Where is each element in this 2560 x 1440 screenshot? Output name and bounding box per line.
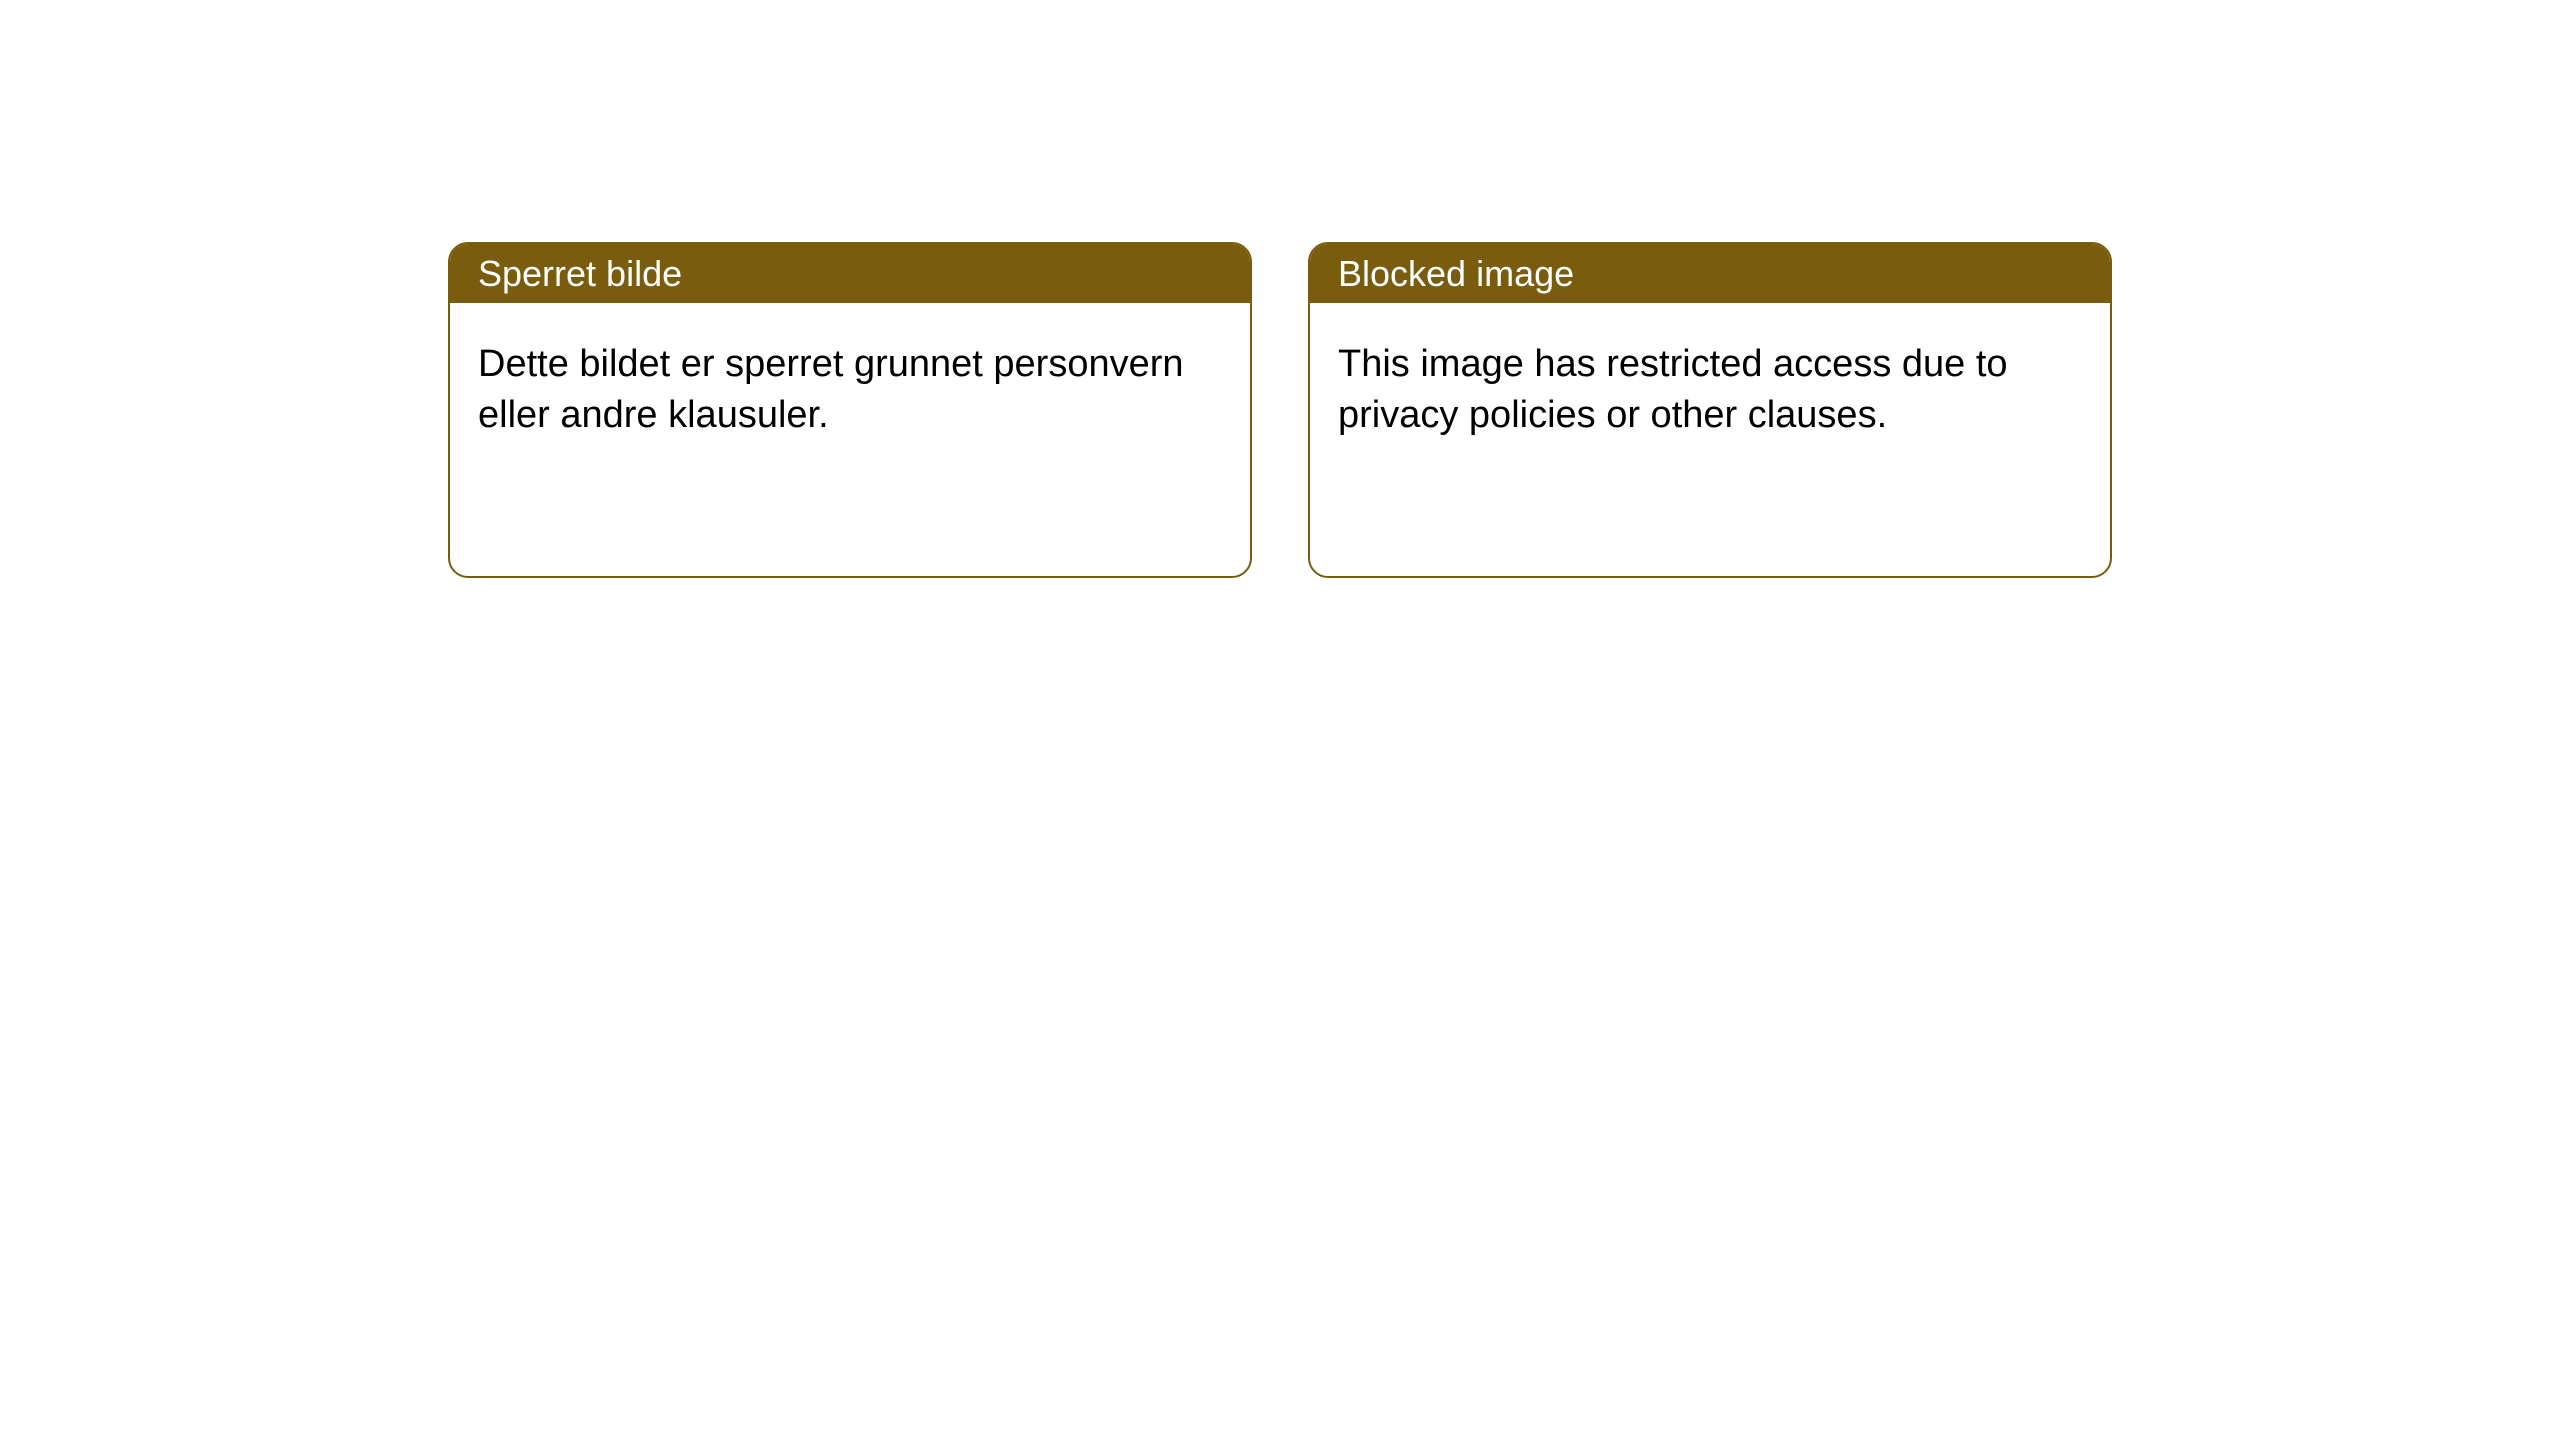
notice-body: Dette bildet er sperret grunnet personve… <box>450 303 1250 478</box>
notice-header: Sperret bilde <box>450 244 1250 303</box>
notice-header: Blocked image <box>1310 244 2110 303</box>
notice-title: Sperret bilde <box>478 253 682 295</box>
notice-text: Dette bildet er sperret grunnet personve… <box>478 343 1184 436</box>
notice-container: Sperret bilde Dette bildet er sperret gr… <box>0 0 2560 578</box>
notice-text: This image has restricted access due to … <box>1338 343 2008 436</box>
notice-title: Blocked image <box>1338 253 1574 295</box>
notice-card-norwegian: Sperret bilde Dette bildet er sperret gr… <box>448 242 1252 578</box>
notice-body: This image has restricted access due to … <box>1310 303 2110 478</box>
notice-card-english: Blocked image This image has restricted … <box>1308 242 2112 578</box>
